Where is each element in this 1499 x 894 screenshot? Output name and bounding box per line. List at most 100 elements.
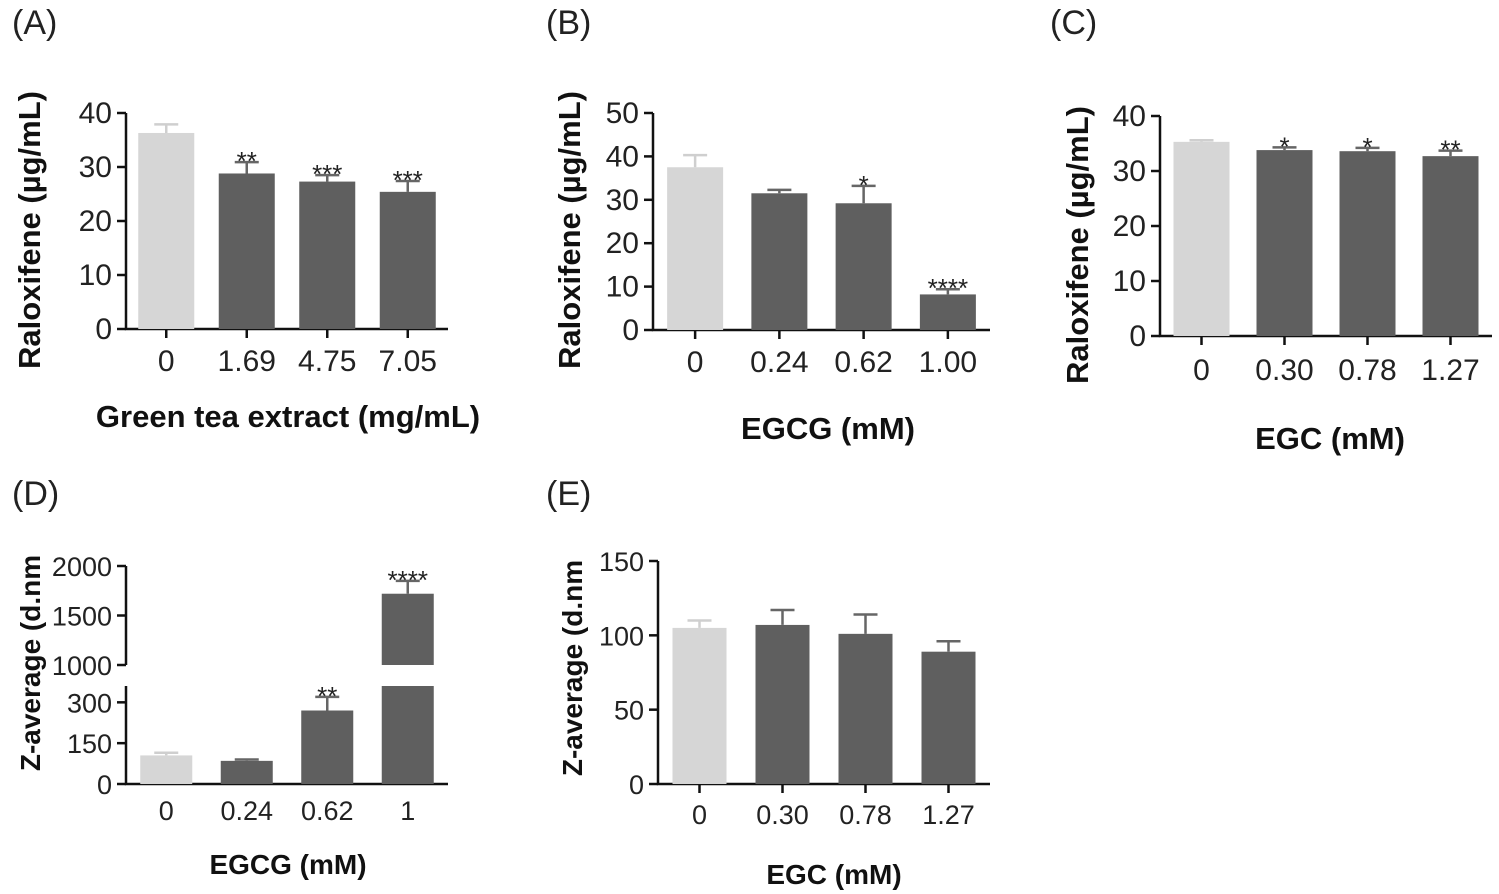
error-bar (767, 188, 792, 194)
y-tick-label: 100 (599, 621, 644, 651)
error-bar (234, 758, 259, 761)
panel-label: (B) (546, 4, 591, 42)
bar (755, 624, 810, 784)
bar (140, 755, 193, 784)
bar-lower-segment (381, 686, 434, 784)
error-bar (315, 173, 340, 182)
x-tick-label: 1.27 (1421, 354, 1479, 387)
y-axis-title: Z-average (d.nm (15, 555, 46, 771)
y-tick-label: 300 (67, 688, 112, 718)
error-bar (1272, 146, 1297, 151)
bar (218, 173, 275, 329)
error-bar (1438, 149, 1463, 157)
panel-label: (E) (546, 475, 591, 513)
bar (672, 627, 727, 784)
error-bar (315, 695, 340, 711)
y-tick-label: 0 (95, 313, 112, 346)
x-tick-label: 0.24 (750, 346, 808, 379)
error-bar (851, 184, 876, 204)
y-tick-label: 150 (67, 729, 112, 759)
significance-marker: **** (928, 273, 968, 303)
significance-marker: * (1362, 132, 1372, 162)
y-tick-label: 20 (606, 227, 639, 260)
error-bar (770, 608, 795, 625)
y-tick-label: 10 (1113, 265, 1146, 298)
panel-D: (D) 0 150 300 1000 1500 2000 0 0.24 0.62 ** 1 **** Z-… (12, 475, 448, 880)
x-tick-label: 0.30 (756, 800, 809, 830)
y-tick-label: 1000 (52, 651, 112, 681)
x-tick-label: 7.05 (379, 345, 437, 378)
y-tick-label: 40 (606, 140, 639, 173)
bar (220, 760, 273, 784)
x-tick-label: 0.24 (220, 796, 273, 826)
x-tick-label: 0.78 (839, 800, 892, 830)
y-tick-label: 0 (629, 770, 644, 800)
x-tick-label: 0.62 (301, 796, 354, 826)
y-tick-label: 10 (606, 271, 639, 304)
bar (1422, 156, 1479, 336)
x-axis-title: EGC (mM) (1255, 421, 1405, 456)
bar (921, 651, 976, 784)
error-bar (1189, 138, 1214, 142)
x-tick-label: 0 (158, 345, 175, 378)
error-bar (395, 579, 420, 594)
bar (1256, 150, 1313, 336)
x-tick-label: 4.75 (298, 345, 356, 378)
error-bar (683, 153, 708, 168)
x-tick-label: 0 (159, 796, 174, 826)
x-tick-label: 1.00 (919, 346, 977, 379)
significance-marker: ** (237, 146, 257, 176)
y-axis-title: Raloxifene (µg/mL) (1060, 106, 1095, 384)
y-tick-label: 30 (606, 184, 639, 217)
y-tick-label: 20 (79, 205, 112, 238)
panel-B: (B) 0 10 20 30 40 50 0 0.24 0.62 * 1.00 **** Raloxife… (546, 4, 990, 446)
significance-marker: ** (1440, 135, 1460, 165)
significance-marker: *** (312, 159, 342, 189)
panel-label: (D) (12, 475, 59, 513)
y-tick-label: 0 (622, 314, 639, 347)
x-axis-title: EGCG (mM) (741, 411, 915, 446)
bar (379, 191, 436, 329)
y-axis-title: Z-average (d.nm (557, 560, 588, 776)
panel-C: (C) 0 10 20 30 40 0 0.30 * 0.78 * 1.27 ** Raloxifene … (1050, 4, 1492, 456)
significance-marker: * (859, 170, 869, 200)
significance-marker: **** (388, 565, 428, 595)
error-bar (1355, 146, 1380, 152)
x-axis-title: EGC (mM) (766, 859, 901, 890)
panel-A: (A) 0 10 20 30 40 0 1.69 ** 4.75 *** 7.05 *** Raloxif… (12, 4, 480, 434)
y-tick-label: 2000 (52, 552, 112, 582)
x-axis-title: EGCG (mM) (209, 849, 366, 880)
y-tick-label: 0 (97, 770, 112, 800)
error-bar (687, 619, 712, 628)
error-bar (935, 287, 960, 295)
y-tick-label: 30 (1113, 155, 1146, 188)
x-tick-label: 1 (400, 796, 415, 826)
bar (299, 181, 356, 329)
significance-marker: *** (393, 165, 423, 195)
error-bar (395, 179, 420, 192)
x-tick-label: 0.30 (1255, 354, 1313, 387)
error-bar (234, 160, 259, 174)
panel-label: (C) (1050, 4, 1097, 42)
bar (751, 193, 808, 330)
y-tick-label: 50 (614, 696, 644, 726)
x-tick-label: 0 (692, 800, 707, 830)
error-bar (853, 613, 878, 634)
bar (835, 203, 892, 330)
x-axis-title: Green tea extract (mg/mL) (96, 399, 480, 434)
x-tick-label: 0 (687, 346, 704, 379)
y-tick-label: 1500 (52, 602, 112, 632)
y-tick-label: 10 (79, 259, 112, 292)
y-axis-title: Raloxifene (µg/mL) (552, 91, 587, 369)
y-tick-label: 20 (1113, 210, 1146, 243)
y-tick-label: 150 (599, 547, 644, 577)
y-tick-label: 40 (1113, 100, 1146, 133)
bar (838, 633, 893, 784)
y-tick-label: 40 (79, 97, 112, 130)
y-tick-label: 0 (1129, 320, 1146, 353)
x-tick-label: 1.69 (218, 345, 276, 378)
x-tick-label: 0.62 (834, 346, 892, 379)
bar (381, 593, 434, 665)
bar (138, 132, 195, 329)
